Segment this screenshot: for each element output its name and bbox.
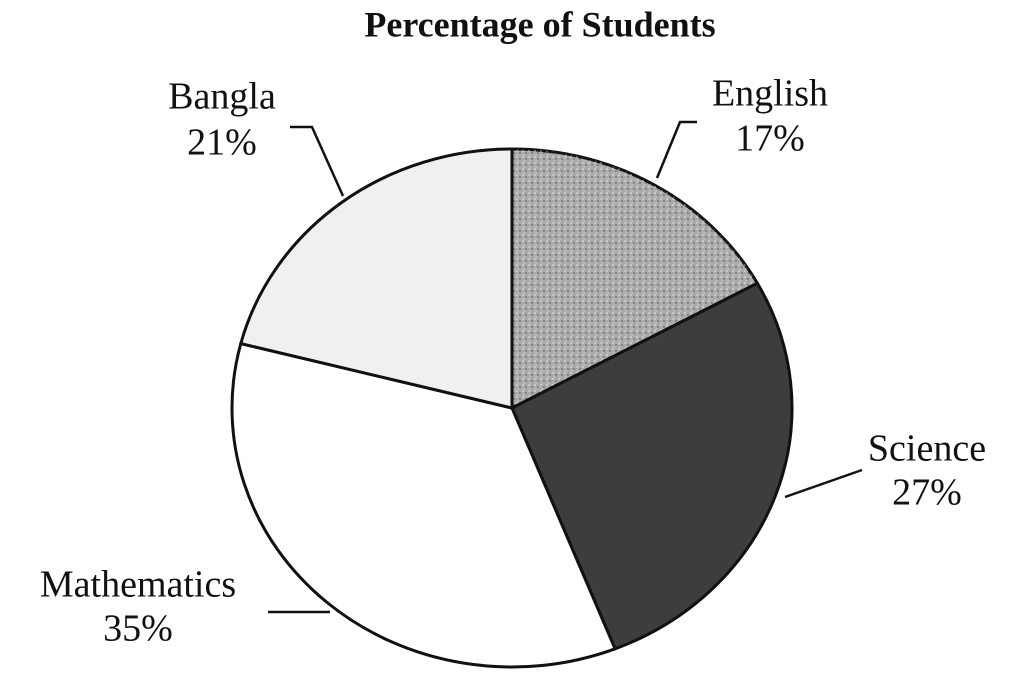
pie-slice: [238, 147, 514, 410]
slice-value-label: 35%: [103, 608, 173, 650]
slice-value-label: 27%: [892, 472, 962, 514]
slice-label: English: [712, 73, 828, 115]
slice-label: Science: [868, 428, 986, 470]
pie-slice: [230, 341, 618, 669]
slice-value-label: 17%: [735, 118, 805, 160]
slice-value-label: 21%: [187, 122, 257, 164]
slice-label: Bangla: [168, 76, 276, 118]
slice-label: Mathematics: [40, 564, 236, 606]
pie-slice: [510, 281, 794, 651]
slice-texture: [512, 149, 758, 408]
leader-line: [290, 125, 345, 197]
leader-line: [655, 120, 697, 179]
chart-title: Percentage of Students: [364, 4, 715, 44]
leader-line: [784, 468, 863, 499]
